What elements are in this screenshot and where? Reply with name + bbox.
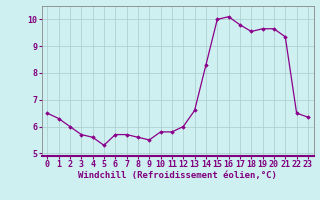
X-axis label: Windchill (Refroidissement éolien,°C): Windchill (Refroidissement éolien,°C) (78, 171, 277, 180)
